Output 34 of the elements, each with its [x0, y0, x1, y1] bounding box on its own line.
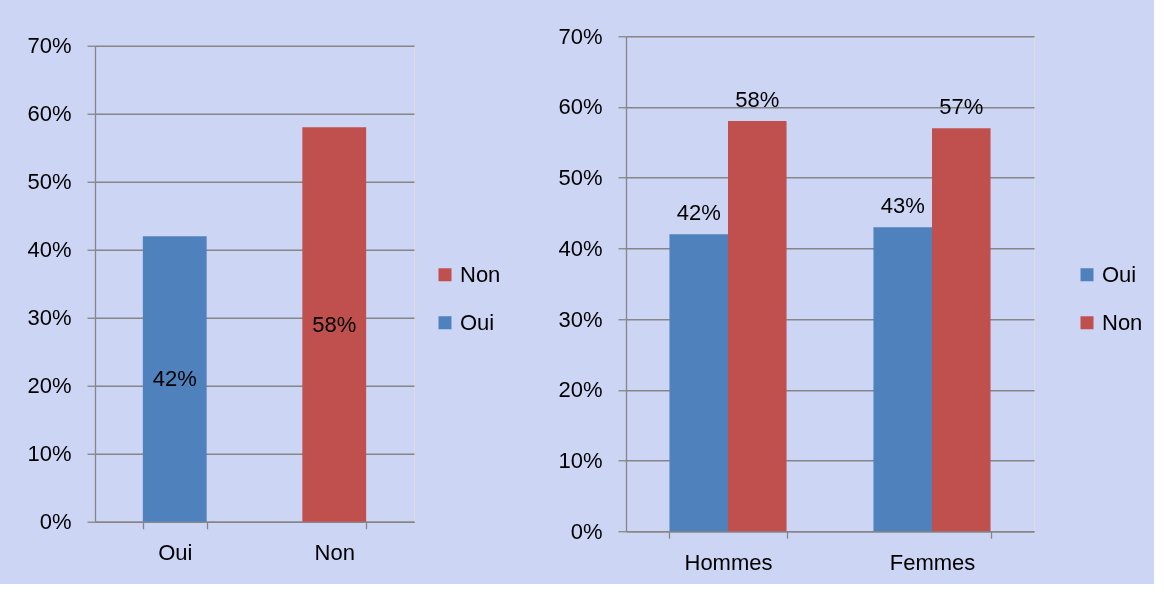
x-tick-label: Non — [314, 540, 355, 566]
y-tick-label: 70% — [558, 23, 603, 49]
y-tick-label: 0% — [570, 518, 603, 544]
y-tick-label: 40% — [558, 235, 603, 261]
y-tick-label: 0% — [39, 509, 72, 535]
data-label: 43% — [880, 193, 925, 219]
y-tick-label: 10% — [558, 448, 603, 474]
data-label: 42% — [152, 365, 197, 391]
bar — [669, 234, 728, 532]
x-tick-label: Oui — [158, 540, 193, 566]
y-tick-label: 70% — [27, 33, 72, 59]
y-tick-label: 40% — [27, 237, 72, 263]
x-tick-label: Femmes — [889, 549, 976, 575]
y-tick-label: 50% — [558, 165, 603, 191]
y-tick-label: 20% — [558, 377, 603, 403]
bar — [728, 121, 787, 532]
y-tick-label: 30% — [558, 306, 603, 332]
legend-label: Oui — [1102, 261, 1137, 287]
y-tick-label: 50% — [27, 169, 72, 195]
legend-label: Non — [460, 261, 501, 287]
data-label: 42% — [676, 200, 721, 226]
y-tick-label: 60% — [558, 94, 603, 120]
data-label: 57% — [939, 94, 984, 120]
bar — [932, 128, 991, 532]
data-label: 58% — [735, 87, 780, 113]
x-tick-label: Hommes — [684, 549, 773, 575]
data-label: 58% — [312, 311, 357, 337]
y-tick-label: 10% — [27, 441, 72, 467]
bar — [873, 227, 932, 532]
y-tick-label: 60% — [27, 101, 72, 127]
y-tick-label: 30% — [27, 305, 72, 331]
legend-label: Non — [1102, 309, 1143, 335]
y-tick-label: 20% — [27, 373, 72, 399]
legend-label: Oui — [460, 309, 495, 335]
